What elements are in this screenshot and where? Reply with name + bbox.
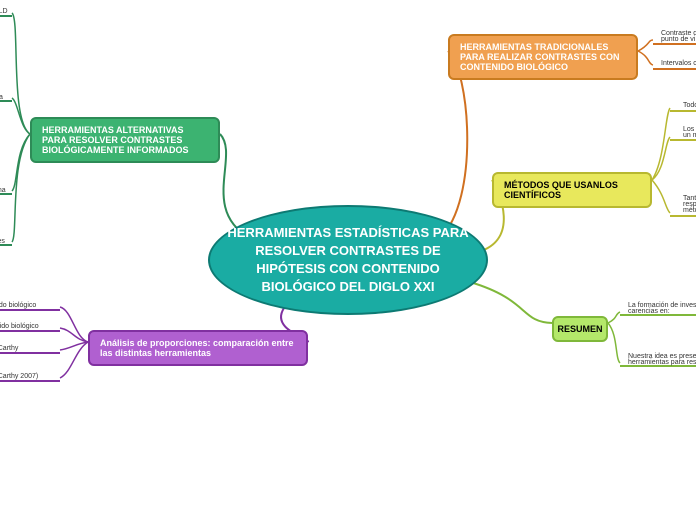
leaf-text: punto de vi	[661, 36, 695, 43]
leaf-underline	[0, 15, 12, 17]
branch-node-b1[interactable]: HERRAMIENTAS TRADICIONALES PARA REALIZAR…	[448, 34, 638, 80]
leaf-underline	[653, 68, 696, 70]
branch-node-b5[interactable]: Análisis de proporciones: comparación en…	[88, 330, 308, 366]
leaf-connector	[12, 134, 30, 191]
branch-node-b2[interactable]: HERRAMIENTAS ALTERNATIVAS PARA RESOLVER …	[30, 117, 220, 163]
branch-node-b4[interactable]: RESUMEN	[552, 316, 608, 342]
leaf-connector	[60, 307, 88, 342]
leaf-text: Todo	[683, 102, 696, 109]
leaf-text: carencias en:	[628, 308, 670, 315]
leaf-connector	[638, 40, 653, 51]
leaf-connector	[638, 51, 653, 65]
leaf-underline	[670, 110, 696, 112]
leaf-underline	[0, 352, 60, 354]
branch-node-b3[interactable]: MÉTODOS QUE USANLOS CIENTÍFICOS	[492, 172, 652, 208]
leaf-underline	[670, 215, 696, 217]
leaf-connector	[608, 312, 620, 323]
center-node[interactable]: HERRAMIENTAS ESTADÍSTICAS PARA RESOLVER …	[208, 205, 488, 315]
leaf-underline	[0, 309, 60, 311]
leaf-text: un m	[683, 132, 696, 139]
leaf-text: s con contenido biológico	[0, 323, 39, 330]
leaf-text: méto	[683, 207, 696, 214]
leaf-connector	[652, 180, 670, 213]
leaf-text: icado de McCarthy	[0, 345, 18, 352]
leaf-connector	[608, 323, 620, 363]
leaf-connector	[60, 342, 88, 378]
leaf-underline	[670, 139, 696, 141]
leaf-underline	[0, 330, 60, 332]
leaf-underline	[0, 244, 12, 246]
leaf-connector	[12, 13, 30, 134]
leaf-underline	[0, 380, 60, 382]
branch-connector	[470, 282, 552, 323]
leaf-text: icado de McCarthy 2007)	[0, 373, 38, 380]
leaf-underline	[653, 43, 696, 45]
leaf-text: herramientas para reso	[628, 359, 696, 366]
leaf-underline	[0, 100, 12, 102]
leaf-underline	[0, 193, 12, 195]
leaf-text: s sin contenido biológico	[0, 302, 36, 309]
leaf-text: Intervalos c	[661, 60, 696, 67]
leaf-text: PLD	[0, 8, 8, 15]
